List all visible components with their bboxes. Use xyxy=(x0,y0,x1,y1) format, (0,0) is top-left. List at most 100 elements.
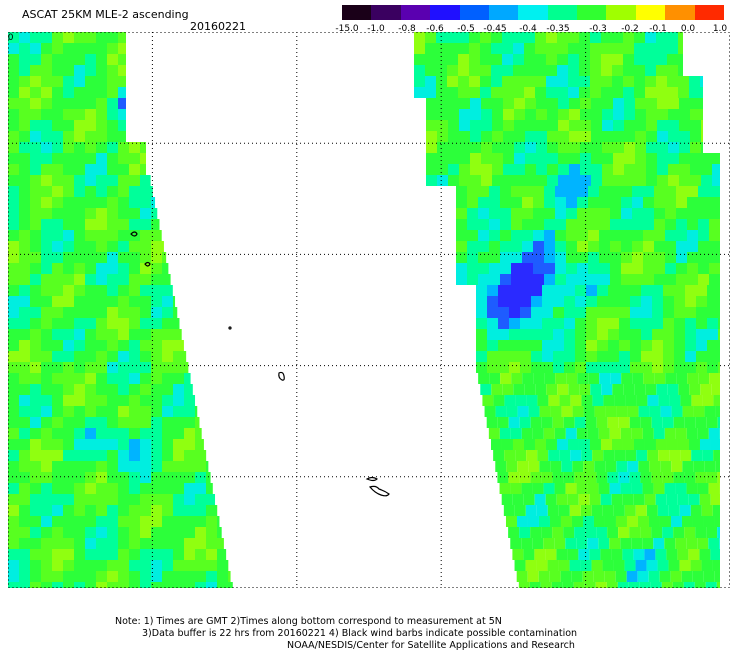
swath-cell xyxy=(591,175,602,186)
swath-cell xyxy=(63,351,74,362)
swath-cell xyxy=(568,32,579,43)
swath-cell xyxy=(592,450,603,461)
swath-cell xyxy=(552,527,563,538)
swath-cell xyxy=(96,417,107,428)
swath-cell xyxy=(173,450,184,461)
swath-cell xyxy=(654,483,665,494)
swath-cell xyxy=(107,307,118,318)
swath-cell xyxy=(536,164,547,175)
swath-cell xyxy=(668,142,679,153)
swath-cell xyxy=(485,406,496,417)
swath-cell xyxy=(506,516,517,527)
swath-cell xyxy=(41,362,52,373)
swath-cell xyxy=(540,406,551,417)
swath-cell xyxy=(469,87,480,98)
swath-cell xyxy=(619,362,630,373)
swath-cell xyxy=(685,340,696,351)
swath-cell xyxy=(118,98,126,109)
swath-cell xyxy=(588,373,599,384)
swath-cell xyxy=(41,197,52,208)
swath-cell xyxy=(63,527,74,538)
swath-cell xyxy=(701,175,712,186)
swath-cell xyxy=(184,494,195,505)
swath-cell xyxy=(671,461,682,472)
swath-cell xyxy=(19,153,30,164)
swath-cell xyxy=(481,175,492,186)
swath-cell xyxy=(557,43,568,54)
swath-cell xyxy=(19,373,30,384)
swath-cell xyxy=(643,252,654,263)
swath-cell xyxy=(8,406,19,417)
swath-cell xyxy=(504,395,515,406)
swath-cell xyxy=(533,241,544,252)
swath-cell xyxy=(195,439,204,450)
swath-cell xyxy=(41,208,52,219)
swath-cell xyxy=(621,208,632,219)
swath-cell xyxy=(487,285,498,296)
swath-cell xyxy=(448,153,459,164)
swath-cell xyxy=(674,362,685,373)
swath-cell xyxy=(469,65,480,76)
swath-cell xyxy=(535,87,546,98)
swath-cell xyxy=(41,461,52,472)
swath-cell xyxy=(467,274,478,285)
swath-cell xyxy=(705,406,716,417)
swath-cell xyxy=(553,307,564,318)
swath-cell xyxy=(52,54,63,65)
swath-cell xyxy=(478,230,489,241)
swath-cell xyxy=(96,395,107,406)
swath-cell xyxy=(173,582,184,588)
swath-cell xyxy=(74,494,85,505)
swath-cell xyxy=(674,417,685,428)
swath-cell xyxy=(513,87,524,98)
swath-cell xyxy=(676,274,687,285)
swath-cell xyxy=(63,417,74,428)
swath-cell xyxy=(608,340,619,351)
swath-cell xyxy=(41,87,52,98)
swath-cell xyxy=(629,527,640,538)
swath-cell xyxy=(217,527,222,538)
footnote-line: Note: 1) Times are GMT 2)Times along bot… xyxy=(115,616,577,628)
swath-cell xyxy=(8,142,19,153)
swath-cell xyxy=(85,43,96,54)
swath-cell xyxy=(578,549,589,560)
swath-cell xyxy=(63,340,74,351)
swath-cell xyxy=(676,263,687,274)
swath-cell xyxy=(621,241,632,252)
swath-cell xyxy=(162,274,171,285)
swath-cell xyxy=(41,494,52,505)
swath-cell xyxy=(513,76,524,87)
swath-cell xyxy=(500,252,511,263)
swath-cell xyxy=(52,450,63,461)
swath-cell xyxy=(601,76,612,87)
swath-cell xyxy=(566,252,577,263)
swath-cell xyxy=(456,186,467,197)
swath-cell xyxy=(447,32,458,43)
swath-cell xyxy=(641,351,652,362)
swath-cell xyxy=(632,252,643,263)
swath-cell xyxy=(603,505,614,516)
island-outline xyxy=(367,478,377,481)
swath-cell xyxy=(701,153,712,164)
swath-cell xyxy=(30,538,41,549)
swath-cell xyxy=(52,318,63,329)
swath-cell xyxy=(41,120,52,131)
swath-cell xyxy=(623,439,634,450)
swath-cell xyxy=(599,274,610,285)
swath-cell xyxy=(41,527,52,538)
swath-cell xyxy=(559,395,570,406)
swath-cell xyxy=(555,230,566,241)
swath-cell xyxy=(30,76,41,87)
swath-cell xyxy=(656,54,667,65)
swath-cell xyxy=(680,505,691,516)
swath-cell xyxy=(476,296,487,307)
swath-cell xyxy=(629,472,640,483)
swath-cell xyxy=(41,285,52,296)
swath-cell xyxy=(526,395,537,406)
swath-cell xyxy=(63,461,74,472)
swath-cell xyxy=(713,560,720,571)
swath-cell xyxy=(556,549,567,560)
swath-cell xyxy=(52,505,63,516)
swath-cell xyxy=(528,516,539,527)
swath-cell xyxy=(531,329,542,340)
